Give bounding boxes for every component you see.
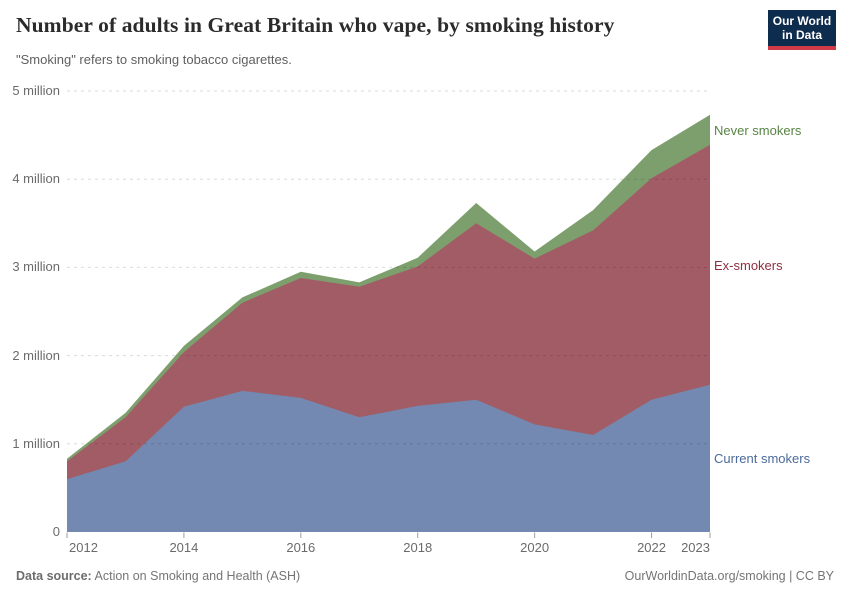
- area-current-smokers: [67, 384, 710, 532]
- x-tick-label: 2018: [403, 540, 433, 555]
- x-tick-label: 2014: [169, 540, 199, 555]
- series-label-never-smokers: Never smokers: [714, 122, 802, 138]
- y-tick-label: 5 million: [12, 83, 60, 98]
- x-tick-label: 2023: [681, 540, 710, 555]
- data-source-label: Data source:: [16, 569, 92, 583]
- chart-footer: Data source: Action on Smoking and Healt…: [16, 569, 834, 583]
- series-label-current-smokers: Current smokers: [714, 451, 811, 467]
- data-source-note: Data source: Action on Smoking and Healt…: [16, 569, 300, 583]
- x-tick-label: 2016: [286, 540, 316, 555]
- license-link[interactable]: OurWorldinData.org/smoking | CC BY: [624, 569, 834, 583]
- x-tick-label: 2022: [637, 540, 666, 555]
- owid-logo-line2: in Data: [781, 28, 822, 42]
- x-tick-label: 2020: [520, 540, 550, 555]
- y-tick-label: 2 million: [12, 347, 60, 363]
- x-tick-label: 2012: [69, 540, 98, 555]
- y-tick-label: 3 million: [12, 259, 60, 275]
- chart-title: Number of adults in Great Britain who va…: [16, 13, 615, 37]
- data-source-value: Action on Smoking and Health (ASH): [91, 569, 301, 583]
- owid-logo[interactable]: Our World in Data: [768, 10, 836, 50]
- series-label-ex-smokers: Ex-smokers: [714, 257, 783, 273]
- y-tick-label: 4 million: [12, 171, 60, 187]
- chart-subtitle: "Smoking" refers to smoking tobacco ciga…: [16, 52, 292, 67]
- owid-logo-line1: Our World: [772, 14, 832, 28]
- y-tick-label: 0: [52, 524, 60, 539]
- y-tick-label: 1 million: [12, 435, 60, 451]
